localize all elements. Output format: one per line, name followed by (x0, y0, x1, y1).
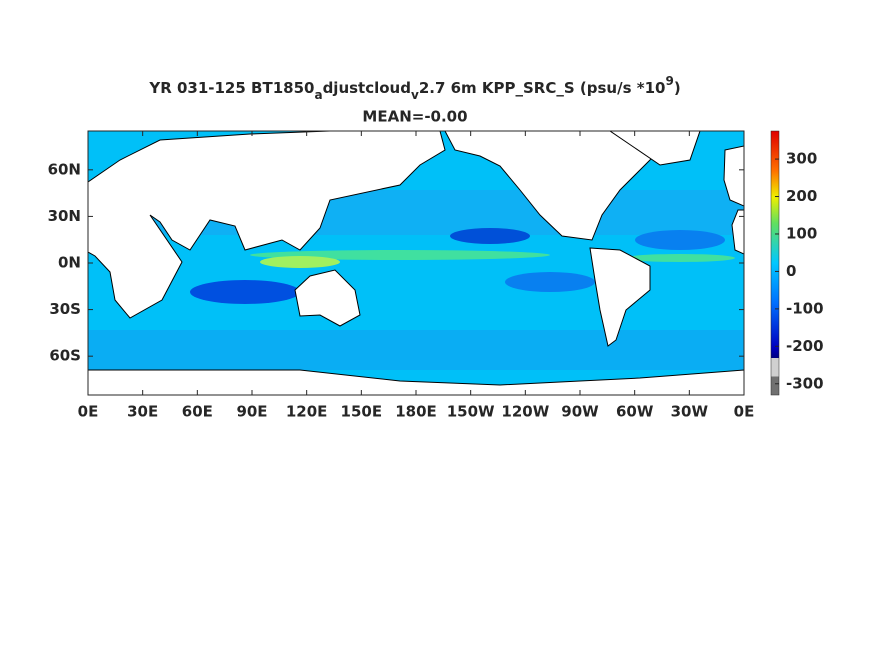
x-tick-label: 30E (127, 403, 158, 421)
land (609, 131, 701, 166)
field-patch (88, 330, 744, 370)
land (589, 247, 651, 347)
colorbar-tick-label: 0 (786, 262, 796, 280)
title: YR 031-125 BT1850adjustcloudv2.7 6m KPP_… (148, 74, 680, 102)
x-tick-label: 120W (501, 403, 549, 421)
y-tick-label: 30N (48, 207, 81, 225)
y-tick-label: 60N (48, 160, 81, 178)
title-part: 2.7 6m KPP_SRC_S (psu/s *10 (419, 79, 666, 97)
field-patch (625, 254, 735, 262)
field-patch (505, 272, 595, 292)
x-tick-label: 30W (671, 403, 709, 421)
x-tick-label: 180E (395, 403, 437, 421)
colorbar-tick-label: 300 (786, 150, 817, 168)
field-patch (635, 230, 725, 250)
x-tick-label: 150E (341, 403, 383, 421)
subtitle: MEAN=-0.00 (362, 108, 467, 126)
x-tick-label: 0E (734, 403, 755, 421)
map-field (88, 131, 744, 395)
land (88, 131, 446, 319)
title-part: ) (674, 79, 681, 97)
x-tick-label: 150W (447, 403, 495, 421)
colorbar (770, 130, 780, 396)
title-subscript: v (411, 88, 419, 102)
title-superscript: 9 (665, 74, 673, 88)
land (723, 145, 744, 207)
x-tick-label: 0E (78, 403, 99, 421)
colorbar-tick-label: 200 (786, 187, 817, 205)
x-tick-label: 60E (182, 403, 213, 421)
y-tick-label: 0N (58, 254, 81, 272)
title-subscript: a (314, 88, 322, 102)
y-tick-label: 60S (49, 347, 81, 365)
x-tick-label: 120E (286, 403, 328, 421)
land (88, 369, 744, 395)
x-tick-label: 60W (616, 403, 654, 421)
colorbar-tick-label: -300 (786, 374, 824, 392)
field-patch (190, 280, 300, 304)
colorbar-tick-label: -100 (786, 299, 824, 317)
field-patch (450, 228, 530, 244)
x-tick-label: 90W (561, 403, 599, 421)
title-part: YR 031-125 BT1850 (148, 79, 314, 97)
land (294, 269, 361, 327)
y-tick-label: 30S (49, 300, 81, 318)
colorbar-tick-label: 100 (786, 224, 817, 242)
land (731, 209, 744, 255)
field-patch (260, 256, 340, 268)
x-tick-label: 90E (236, 403, 267, 421)
colorbar-tick-label: -200 (786, 337, 824, 355)
title-part: djustcloud (323, 79, 411, 97)
